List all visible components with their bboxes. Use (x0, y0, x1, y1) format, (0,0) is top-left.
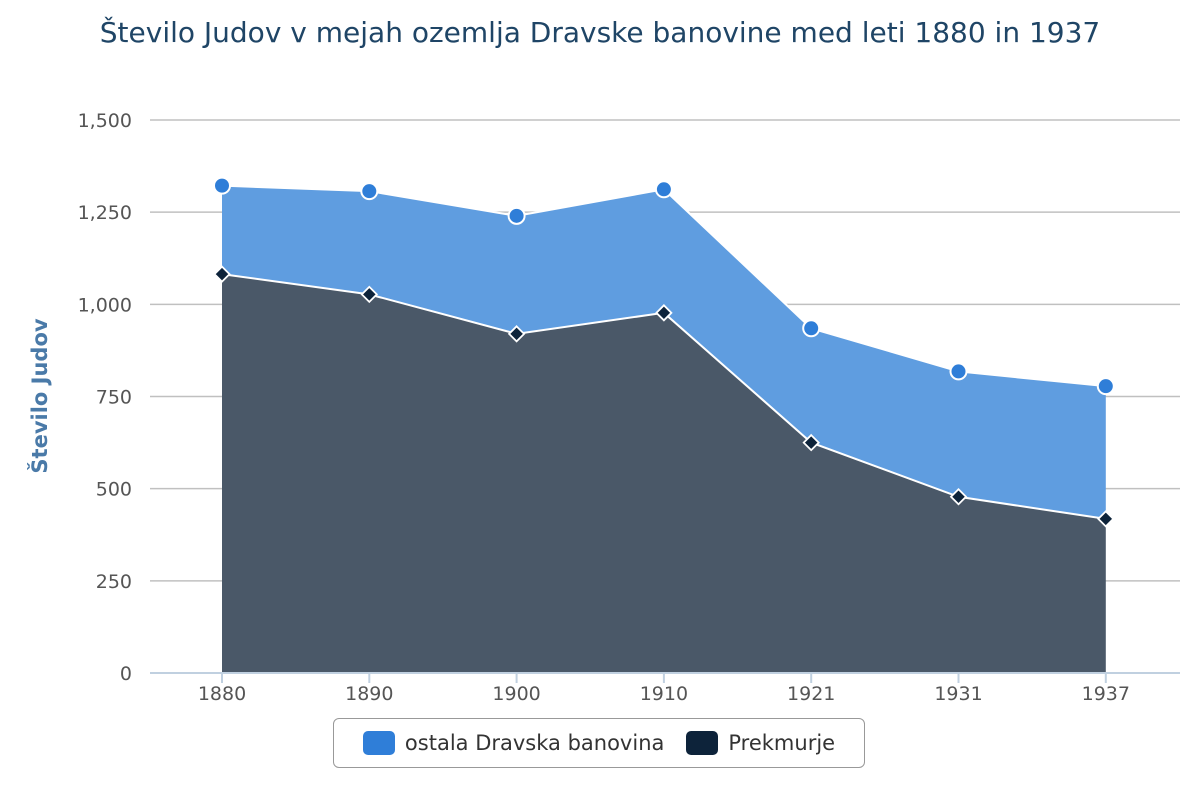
point-ostala[interactable] (213, 176, 231, 195)
y-tick-label: 0 (120, 663, 132, 685)
x-tick-label: 1921 (787, 683, 835, 705)
point-prekmurje[interactable] (1097, 510, 1115, 528)
point-prekmurje[interactable] (360, 285, 379, 304)
legend-item-ostala[interactable]: ostala Dravska banovina (362, 731, 665, 755)
chart-title: Število Judov v mejah ozemlja Dravske ba… (99, 16, 1101, 49)
x-axis (150, 672, 1180, 683)
x-tick-label: 1890 (345, 683, 393, 705)
point-ostala[interactable] (1096, 377, 1115, 396)
y-tick-label: 1,250 (78, 202, 132, 224)
legend: ostala Dravska banovina Prekmurje (333, 718, 865, 768)
area-series (221, 184, 1106, 673)
area-ostala (222, 185, 1106, 519)
legend-label-ostala: ostala Dravska banovina (404, 731, 665, 755)
point-prekmurje[interactable] (655, 304, 673, 322)
point-ostala[interactable] (949, 362, 968, 381)
point-ostala[interactable] (360, 182, 379, 201)
point-ostala[interactable] (654, 180, 673, 199)
point-prekmurje[interactable] (949, 488, 968, 506)
y-axis-label: Število Judov (27, 318, 52, 473)
legend-swatch-ostala (362, 731, 395, 755)
x-tick-label: 1931 (934, 683, 982, 705)
y-tick-label: 1,000 (78, 294, 132, 316)
legend-label-prekmurje: Prekmurje (728, 731, 836, 755)
point-prekmurje[interactable] (507, 325, 526, 343)
x-tick-label: 1910 (640, 683, 688, 705)
point-prekmurje[interactable] (802, 433, 820, 452)
series-markers (213, 176, 1115, 528)
legend-item-prekmurje[interactable]: Prekmurje (686, 731, 835, 755)
point-ostala[interactable] (507, 206, 526, 225)
legend-swatch-prekmurje (686, 731, 719, 755)
point-ostala[interactable] (802, 319, 821, 338)
area-prekmurje (222, 274, 1106, 673)
y-tick-label: 250 (96, 571, 132, 593)
y-axis-ticks: 0 250 500 750 1,000 1,250 1,500 (78, 110, 132, 685)
x-axis-ticks: 1880 1890 1900 1910 1921 1931 1937 (198, 683, 1130, 705)
x-tick-label: 1937 (1082, 683, 1130, 705)
x-tick-label: 1900 (492, 683, 540, 705)
y-tick-label: 1,500 (78, 110, 132, 132)
y-tick-label: 500 (96, 479, 132, 501)
point-prekmurje[interactable] (213, 265, 231, 283)
y-tick-label: 750 (96, 387, 132, 409)
x-tick-label: 1880 (198, 683, 246, 705)
